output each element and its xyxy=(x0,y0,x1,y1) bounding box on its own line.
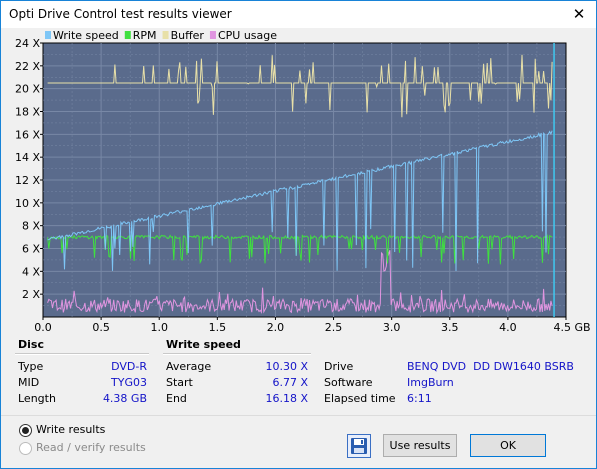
use-results-button[interactable]: Use results xyxy=(383,434,457,457)
x-tick-label: 3.5 xyxy=(441,321,459,333)
y-tick-label: 22 X xyxy=(15,60,40,73)
drive-label: Drive xyxy=(324,360,354,373)
write-speed-series-line xyxy=(47,130,553,272)
average-value: 10.30 X xyxy=(265,360,308,373)
legend-swatch xyxy=(162,31,169,39)
floppy-disk-icon xyxy=(351,438,367,454)
y-tick-label: 24 X xyxy=(15,37,40,50)
disc-separator xyxy=(15,353,149,355)
disc-mid-value: TYG03 xyxy=(111,376,147,389)
y-tick-label: 4 X xyxy=(22,265,40,278)
close-icon[interactable]: ✕ xyxy=(572,5,586,23)
write-results-label[interactable]: Write results xyxy=(36,423,106,436)
y-tick-label: 10 X xyxy=(15,197,40,210)
legend-label: RPM xyxy=(133,29,157,42)
legend-label: Write speed xyxy=(53,29,119,42)
legend-label: Buffer xyxy=(171,29,205,42)
x-tick-label: 2.5 xyxy=(325,321,343,333)
x-tick-label: 2.0 xyxy=(267,321,285,333)
average-label: Average xyxy=(166,360,212,373)
title-bar: Opti Drive Control test results viewer ✕ xyxy=(1,1,596,28)
start-value: 6.77 X xyxy=(272,376,308,389)
y-tick-label: 2 X xyxy=(22,288,40,301)
disc-length-value: 4.38 GB xyxy=(102,392,147,405)
elapsed-time-value: 6:11 xyxy=(407,392,432,405)
x-tick-label: 1.0 xyxy=(150,321,168,333)
read-verify-results-radio[interactable] xyxy=(19,442,32,455)
x-tick-label: 4.5 GB xyxy=(553,321,590,333)
window-title: Opti Drive Control test results viewer xyxy=(9,7,232,21)
legend-swatch xyxy=(124,31,131,39)
y-tick-label: 12 X xyxy=(15,174,40,187)
ok-button[interactable]: OK xyxy=(470,434,546,457)
y-tick-label: 14 X xyxy=(15,151,40,164)
read-verify-results-label[interactable]: Read / verify results xyxy=(36,441,146,454)
elapsed-time-label: Elapsed time xyxy=(324,392,396,405)
start-label: Start xyxy=(166,376,193,389)
drive-value: BENQ DVD DD DW1640 BSRB xyxy=(407,360,574,373)
legend-swatch xyxy=(45,31,51,39)
x-tick-label: 0.5 xyxy=(92,321,110,333)
software-label: Software xyxy=(324,376,373,389)
disc-mid-label: MID xyxy=(18,376,40,389)
chart-area: 2 X 4 X 6 X 8 X 10 X 12 X 14 X 16 X 18 X 20 X 22 X… xyxy=(1,28,596,334)
end-label: End xyxy=(166,392,187,405)
disc-section-title: Disc xyxy=(18,338,44,351)
save-button[interactable] xyxy=(347,434,371,458)
end-value: 16.18 X xyxy=(265,392,308,405)
x-tick-label: 3.0 xyxy=(383,321,401,333)
x-tick-label: 1.5 xyxy=(209,321,227,333)
disc-type-label: Type xyxy=(18,360,44,373)
x-tick-label: 4.0 xyxy=(499,321,517,333)
write-speed-separator xyxy=(163,353,311,355)
write-speed-section-title: Write speed xyxy=(166,338,241,351)
buffer-series-line xyxy=(47,54,553,118)
legend-label: CPU usage xyxy=(218,29,277,42)
x-tick-label: 0.0 xyxy=(34,321,52,333)
cpu-usage-series-line xyxy=(47,248,553,315)
rpm-series-line xyxy=(47,233,553,265)
write-results-radio[interactable] xyxy=(19,424,32,437)
software-value: ImgBurn xyxy=(407,376,454,389)
y-tick-label: 18 X xyxy=(15,106,40,119)
y-tick-label: 16 X xyxy=(15,128,40,141)
disc-type-value: DVD-R xyxy=(111,360,147,373)
legend-swatch xyxy=(209,31,216,39)
y-tick-label: 20 X xyxy=(15,83,40,96)
y-tick-label: 8 X xyxy=(22,220,40,233)
y-tick-label: 6 X xyxy=(22,243,40,256)
speed-chart: 2 X 4 X 6 X 8 X 10 X 12 X 14 X 16 X 18 X 20 X 22 X… xyxy=(15,29,591,334)
disc-length-label: Length xyxy=(18,392,56,405)
